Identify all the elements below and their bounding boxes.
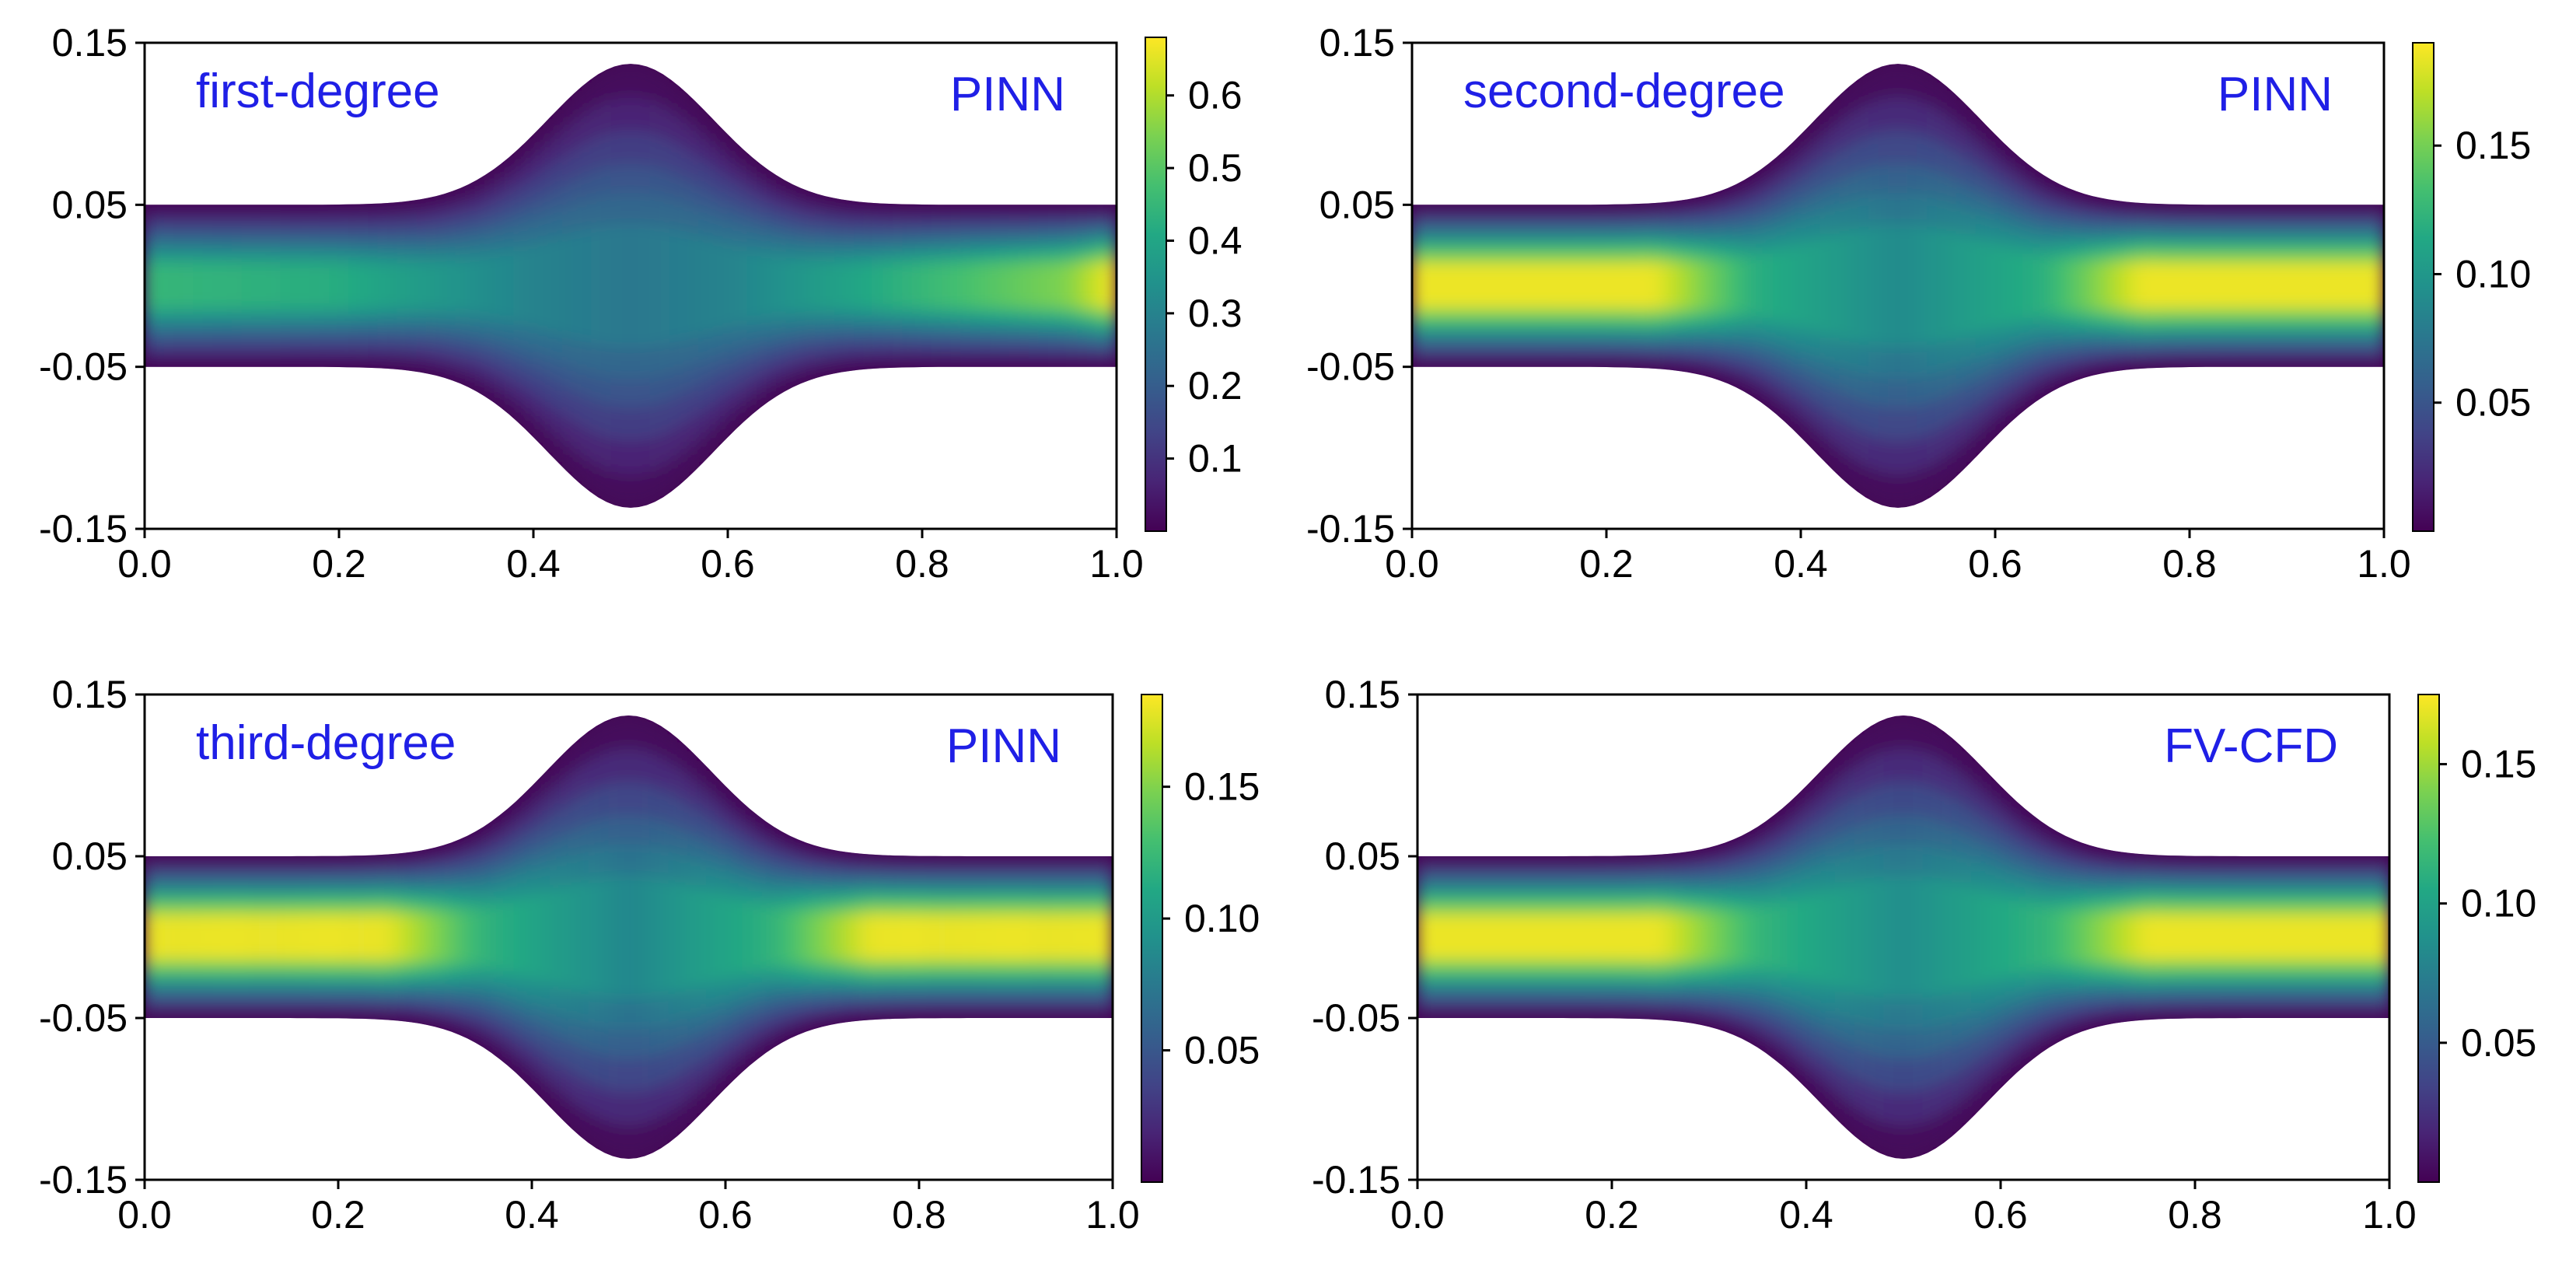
panel-4: 0.0 0.2 0.4 0.6 0.8 1.0 0.15 0.05 -0.05 -0.15 FV-C… [1312,673,2536,1237]
x-tick-label: 0.2 [311,1193,365,1237]
y-tick-label: 0.15 [52,673,128,716]
x-tick-label: 0.8 [2162,542,2217,586]
x-tick-label: 0.8 [2168,1193,2222,1237]
x-tick-label: 0.2 [1579,542,1634,586]
x-tick-label: 0.4 [1779,1193,1833,1237]
source-label: PINN [950,68,1065,121]
x-tick-label: 1.0 [1089,542,1144,586]
y-tick-label: -0.15 [1306,507,1395,551]
y-tick-label: 0.05 [1325,834,1400,878]
x-tick-label: 0.0 [117,1193,172,1237]
axes-frame [1416,693,2391,1181]
colorbar-tick-label: 0.1 [1188,437,1243,481]
x-tick-label: 0.0 [117,542,172,586]
colorbar-tick-label: 0.10 [1184,897,1260,940]
x-tick-label: 1.0 [2357,542,2411,586]
x-tick-label: 0.2 [312,542,366,586]
source-label: PINN [2218,68,2333,121]
colorbar-tick-label: 0.15 [1184,765,1260,809]
colorbar-tick-label: 0.5 [1188,146,1243,190]
panel-1: 0.0 0.2 0.4 0.6 0.8 1.0 0.15 0.05 -0.05 -0.15 firs… [39,21,1242,586]
y-tick-label: 0.15 [52,21,128,65]
x-tick-label: 1.0 [2362,1193,2417,1237]
y-tick-label: -0.15 [39,507,128,551]
y-tick-label: -0.05 [39,996,128,1040]
method-label: third-degree [196,716,456,770]
colorbar-tick-label: 0.15 [2455,124,2531,167]
y-tick-label: -0.05 [1312,996,1400,1040]
x-tick-label: 0.6 [698,1193,753,1237]
colorbar-tick-label: 0.2 [1188,364,1243,408]
x-tick-label: 0.0 [1385,542,1439,586]
source-label: PINN [946,719,1061,773]
colorbar [2417,694,2440,1183]
x-tick-label: 0.8 [895,542,949,586]
y-tick-label: 0.05 [52,834,128,878]
axes-frame [1410,41,2386,530]
x-tick-label: 0.4 [1774,542,1828,586]
colorbar-tick-label: 0.05 [1184,1029,1260,1072]
axes-frame [143,693,1114,1181]
source-label: FV-CFD [2164,719,2338,773]
contour-field [1412,64,2384,508]
x-tick-label: 0.6 [1973,1193,2028,1237]
y-tick-label: -0.15 [39,1158,128,1202]
colorbar-tick-label: 0.10 [2455,252,2531,296]
x-tick-label: 0.4 [506,542,561,586]
y-tick-label: -0.05 [1306,345,1395,389]
colorbar [1145,37,1167,532]
colorbar-tick-label: 0.4 [1188,219,1243,262]
panel-3: 0.0 0.2 0.4 0.6 0.8 1.0 0.15 0.05 -0.05 -0.15 thir… [39,673,1260,1237]
colorbar-tick-label: 0.05 [2455,381,2531,425]
y-tick-label: 0.05 [1319,183,1395,226]
colorbar [2412,42,2434,532]
colorbar-tick-label: 0.05 [2461,1021,2536,1065]
y-tick-label: 0.15 [1325,673,1400,716]
panel-2: 0.0 0.2 0.4 0.6 0.8 1.0 0.15 0.05 -0.05 -0.15 seco… [1306,21,2531,586]
colorbar-tick-label: 0.3 [1188,292,1243,335]
x-tick-label: 1.0 [1085,1193,1140,1237]
axes-frame [143,41,1118,530]
method-label: first-degree [196,65,440,118]
y-tick-label: -0.05 [39,345,128,389]
x-tick-label: 0.8 [892,1193,946,1237]
colorbar-tick-label: 0.6 [1188,74,1243,117]
y-tick-label: -0.15 [1312,1158,1400,1202]
colorbar-tick-label: 0.15 [2461,743,2536,786]
y-tick-label: 0.15 [1319,21,1395,65]
colorbar [1141,694,1163,1183]
x-tick-label: 0.6 [1968,542,2022,586]
y-tick-label: 0.05 [52,183,128,226]
x-tick-label: 0.2 [1585,1193,1639,1237]
x-tick-label: 0.0 [1390,1193,1445,1237]
x-tick-label: 0.6 [701,542,755,586]
colorbar-tick-label: 0.10 [2461,882,2536,925]
x-tick-label: 0.4 [505,1193,559,1237]
method-label: second-degree [1463,65,1785,118]
